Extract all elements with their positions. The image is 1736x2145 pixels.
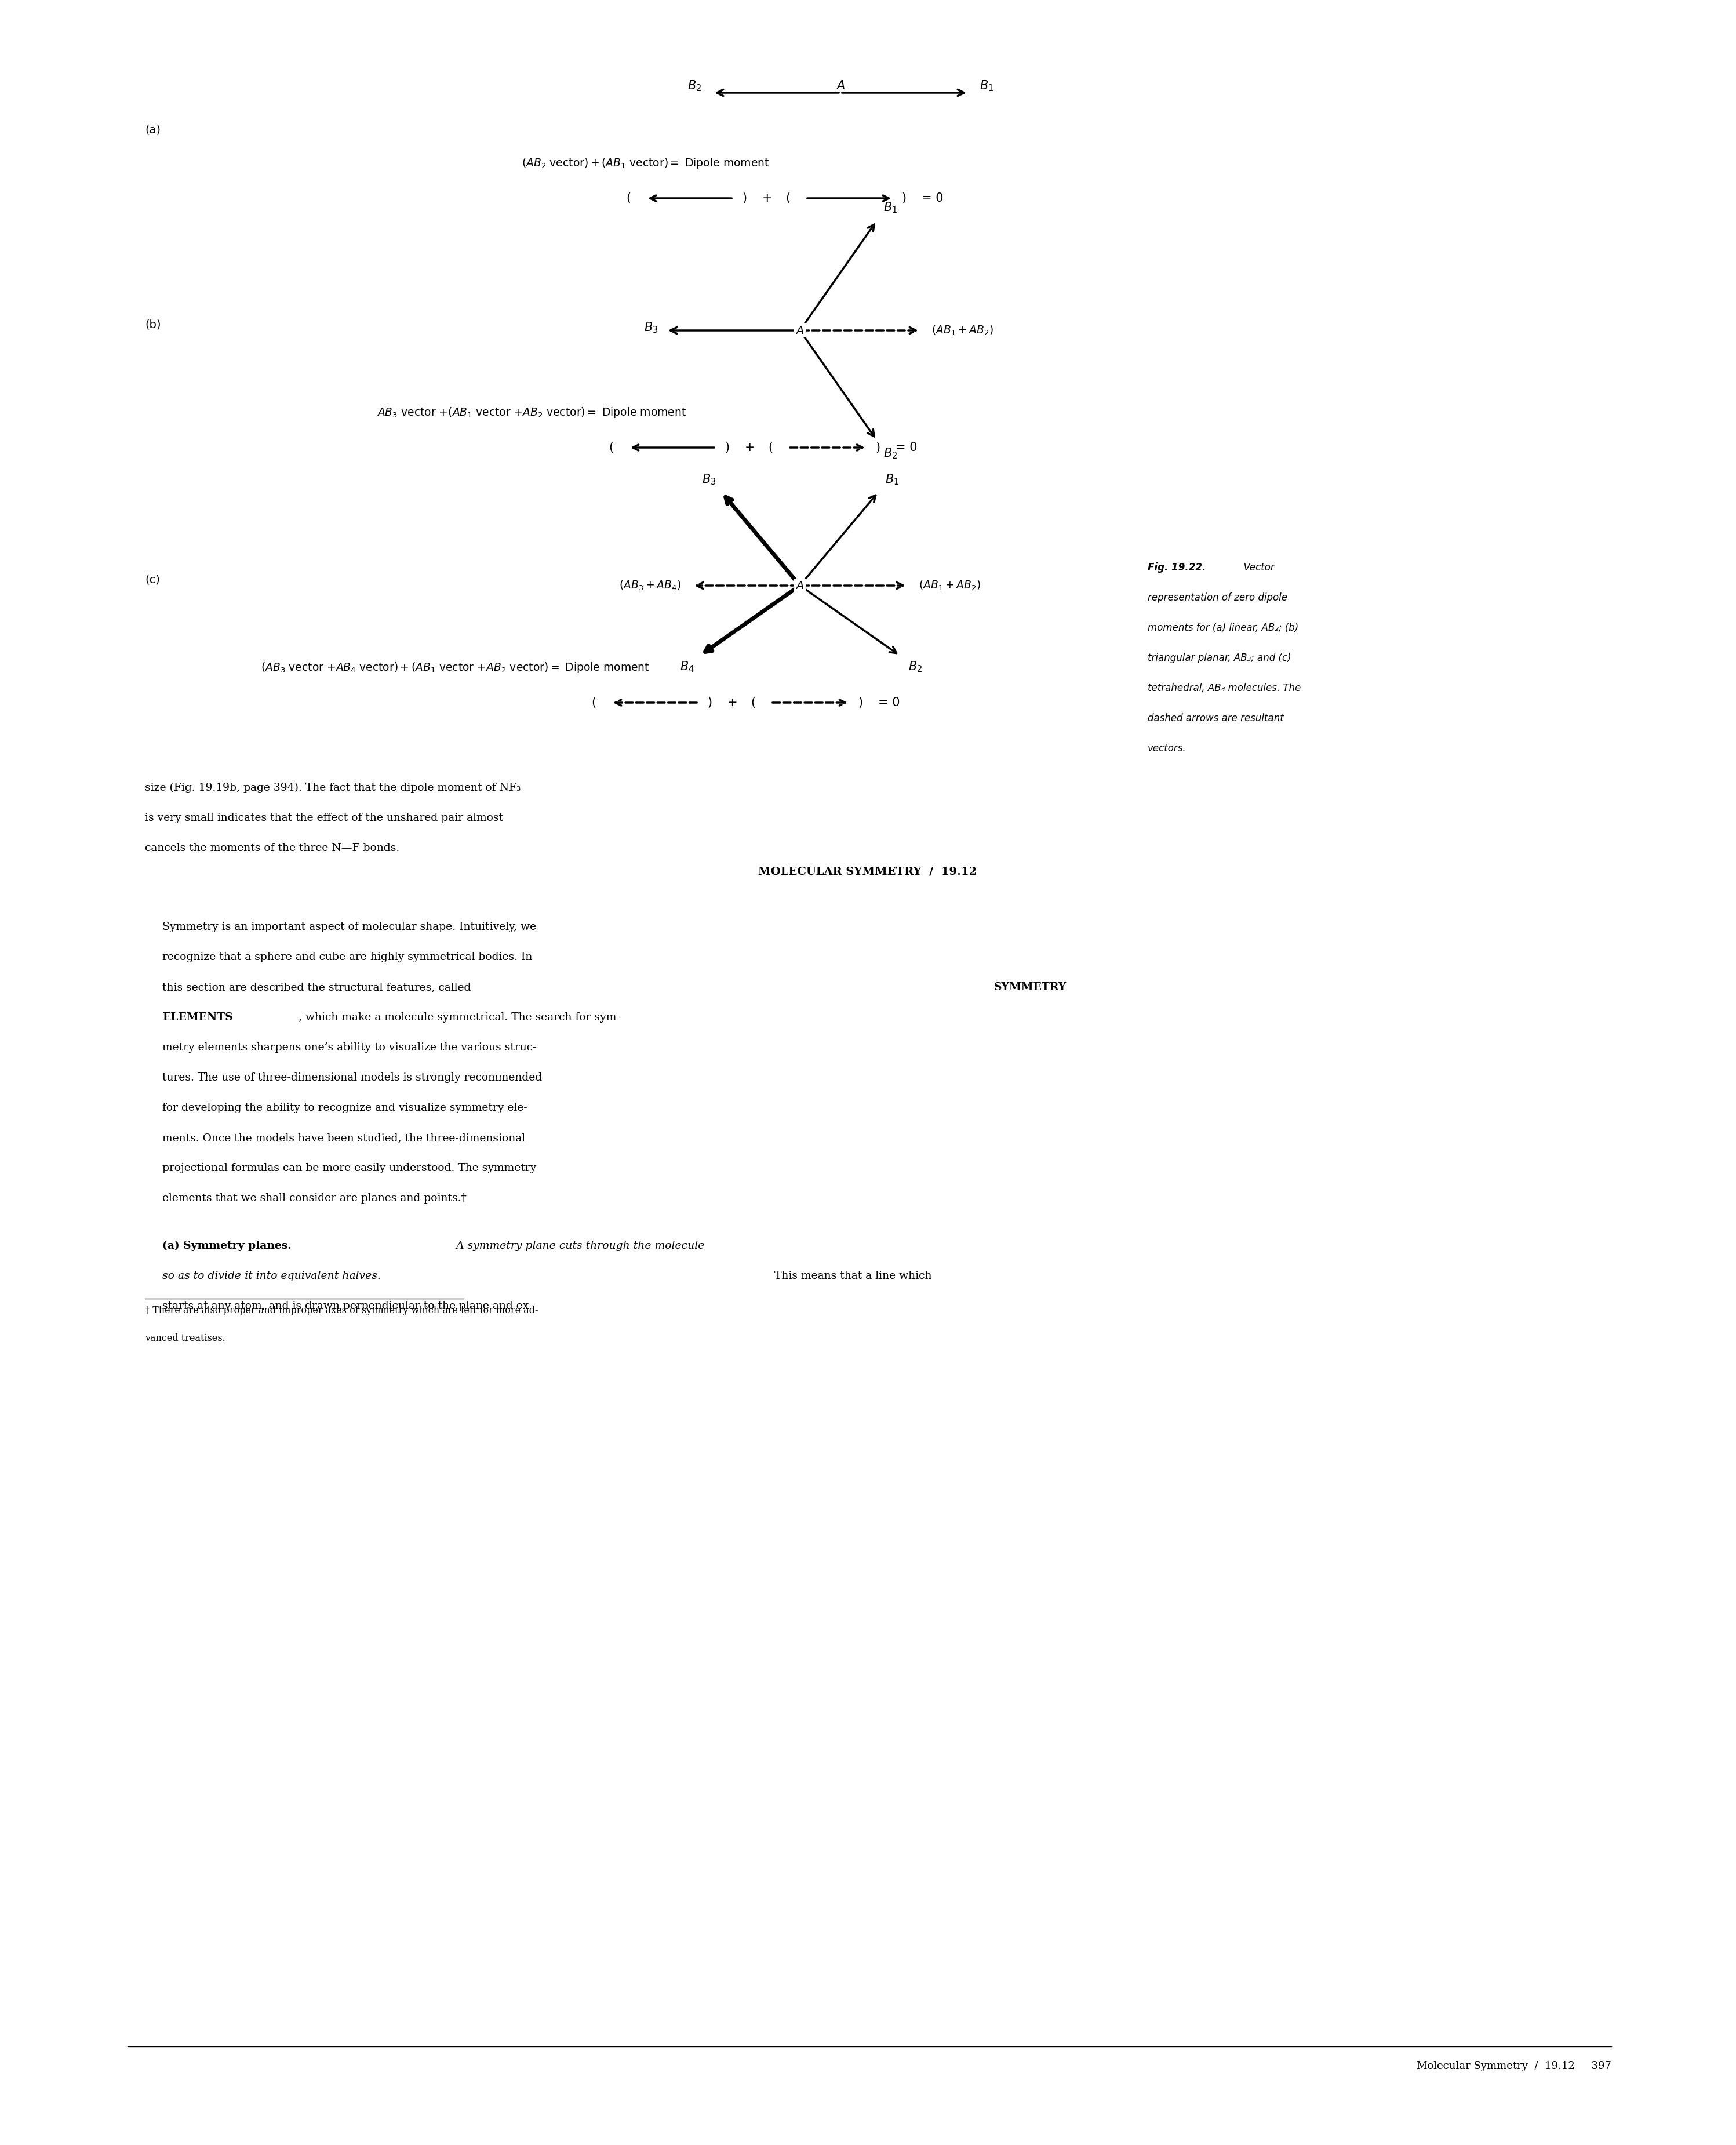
Text: this section are described the structural features, called: this section are described the structura… (161, 982, 474, 993)
Text: $B_2$: $B_2$ (908, 661, 922, 674)
Text: metry elements sharpens one’s ability to visualize the various struc-: metry elements sharpens one’s ability to… (161, 1042, 536, 1053)
Text: $(AB_2$ vector$) + (AB_1$ vector$) =$ Dipole moment: $(AB_2$ vector$) + (AB_1$ vector$) =$ Di… (523, 157, 769, 169)
Text: $A$: $A$ (835, 79, 845, 92)
Text: $(AB_1 + AB_2)$: $(AB_1 + AB_2)$ (918, 579, 981, 592)
Text: (: ( (592, 697, 595, 708)
Text: representation of zero dipole: representation of zero dipole (1147, 592, 1288, 603)
Text: Fig. 19.22.: Fig. 19.22. (1147, 562, 1207, 573)
Text: tures. The use of three-dimensional models is strongly recommended: tures. The use of three-dimensional mode… (161, 1072, 542, 1083)
Text: $B_2$: $B_2$ (884, 446, 898, 461)
Text: tetrahedral, AB₄ molecules. The: tetrahedral, AB₄ molecules. The (1147, 682, 1300, 693)
Text: = 0: = 0 (878, 697, 899, 708)
Text: $A$: $A$ (795, 579, 804, 592)
Text: size (Fig. 19.19b, page 394). The fact that the dipole moment of NF₃: size (Fig. 19.19b, page 394). The fact t… (144, 783, 521, 794)
Text: $B_3$: $B_3$ (701, 472, 715, 487)
Text: , which make a molecule symmetrical. The search for sym-: , which make a molecule symmetrical. The… (299, 1012, 620, 1023)
Text: (a): (a) (144, 124, 160, 135)
Text: $A$: $A$ (795, 324, 804, 337)
Text: $(AB_3$ vector $+ AB_4$ vector$) + (AB_1$ vector $+ AB_2$ vector$) =$ Dipole mom: $(AB_3$ vector $+ AB_4$ vector$) + (AB_1… (260, 661, 649, 674)
Text: $B_1$: $B_1$ (979, 79, 993, 92)
Text: elements that we shall consider are planes and points.†: elements that we shall consider are plan… (161, 1193, 467, 1203)
Text: (: ( (785, 193, 790, 204)
Text: vectors.: vectors. (1147, 742, 1186, 753)
Text: (: ( (767, 442, 773, 453)
Text: ): ) (724, 442, 729, 453)
Text: projectional formulas can be more easily understood. The symmetry: projectional formulas can be more easily… (161, 1163, 536, 1173)
Text: so as to divide it into equivalent halves.: so as to divide it into equivalent halve… (161, 1270, 380, 1281)
Text: $B_3$: $B_3$ (644, 322, 658, 335)
Text: $(AB_1 + AB_2)$: $(AB_1 + AB_2)$ (932, 324, 993, 337)
Text: ): ) (875, 442, 880, 453)
Text: recognize that a sphere and cube are highly symmetrical bodies. In: recognize that a sphere and cube are hig… (161, 952, 533, 963)
Text: A symmetry plane cuts through the molecule: A symmetry plane cuts through the molecu… (450, 1240, 705, 1251)
Text: triangular planar, AB₃; and (c): triangular planar, AB₃; and (c) (1147, 652, 1292, 663)
Text: +: + (727, 697, 738, 708)
Text: ): ) (741, 193, 746, 204)
Text: starts at any atom, and is drawn perpendicular to the plane and ex-: starts at any atom, and is drawn perpend… (161, 1300, 533, 1311)
Text: is very small indicates that the effect of the unshared pair almost: is very small indicates that the effect … (144, 813, 503, 824)
Text: +: + (762, 193, 773, 204)
Text: SYMMETRY: SYMMETRY (995, 982, 1066, 993)
Text: $AB_3$ vector $+ (AB_1$ vector $+ AB_2$ vector$) =$ Dipole moment: $AB_3$ vector $+ (AB_1$ vector $+ AB_2$ … (377, 405, 686, 418)
Text: $B_1$: $B_1$ (885, 472, 899, 487)
Text: $(AB_3 + AB_4)$: $(AB_3 + AB_4)$ (620, 579, 681, 592)
Text: ): ) (707, 697, 712, 708)
Text: ): ) (858, 697, 863, 708)
Text: † There are also proper and improper axes of symmetry which are left for more ad: † There are also proper and improper axe… (144, 1306, 538, 1315)
Text: = 0: = 0 (922, 193, 943, 204)
Text: ments. Once the models have been studied, the three-dimensional: ments. Once the models have been studied… (161, 1133, 526, 1143)
Text: vanced treatises.: vanced treatises. (144, 1334, 226, 1343)
Text: Molecular Symmetry  /  19.12     397: Molecular Symmetry / 19.12 397 (1417, 2061, 1611, 2072)
Text: Vector: Vector (1238, 562, 1274, 573)
Text: cancels the moments of the three N—F bonds.: cancels the moments of the three N—F bon… (144, 843, 399, 854)
Text: Symmetry is an important aspect of molecular shape. Intuitively, we: Symmetry is an important aspect of molec… (161, 922, 536, 933)
Text: (b): (b) (144, 320, 161, 330)
Text: $B_4$: $B_4$ (681, 661, 694, 674)
Text: ELEMENTS: ELEMENTS (161, 1012, 233, 1023)
Text: (a) Symmetry planes.: (a) Symmetry planes. (161, 1240, 292, 1251)
Text: (c): (c) (144, 575, 160, 586)
Text: MOLECULAR SYMMETRY  /  19.12: MOLECULAR SYMMETRY / 19.12 (759, 867, 977, 877)
Text: ): ) (901, 193, 906, 204)
Text: (: ( (627, 193, 630, 204)
Text: $B_1$: $B_1$ (884, 202, 898, 215)
Text: +: + (745, 442, 755, 453)
Text: (: ( (750, 697, 755, 708)
Text: This means that a line which: This means that a line which (771, 1270, 932, 1281)
Text: moments for (a) linear, AB₂; (b): moments for (a) linear, AB₂; (b) (1147, 622, 1299, 633)
Text: for developing the ability to recognize and visualize symmetry ele-: for developing the ability to recognize … (161, 1103, 528, 1113)
Text: $B_2$: $B_2$ (687, 79, 701, 92)
Text: = 0: = 0 (896, 442, 917, 453)
Text: dashed arrows are resultant: dashed arrows are resultant (1147, 712, 1283, 723)
Text: (: ( (609, 442, 613, 453)
